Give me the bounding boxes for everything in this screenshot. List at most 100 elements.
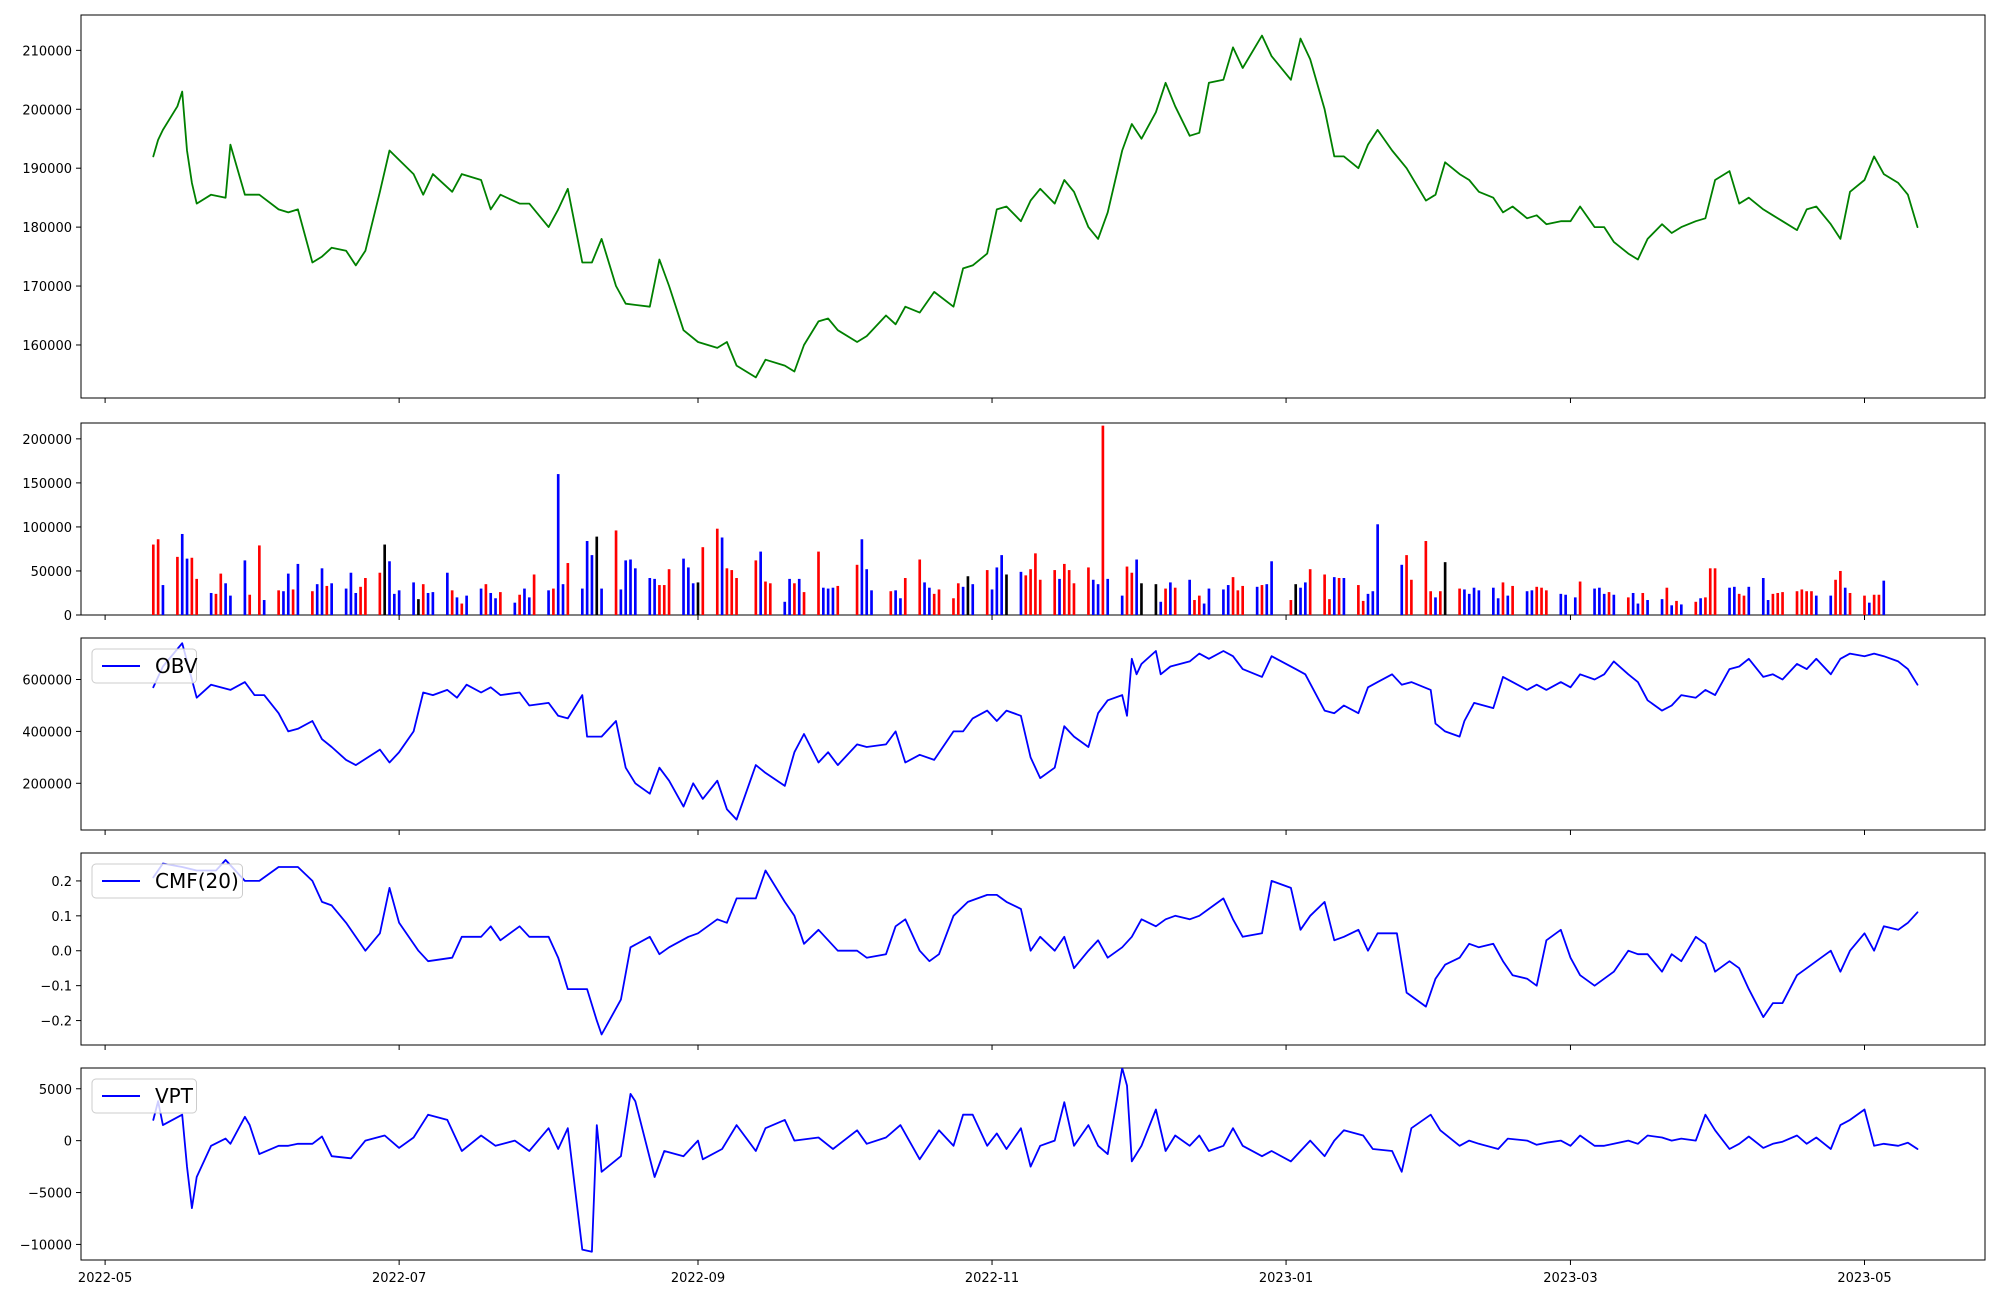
legend-box bbox=[91, 648, 197, 684]
volume-bar bbox=[1675, 600, 1678, 615]
volume-bar bbox=[1434, 597, 1437, 615]
volume-bar bbox=[446, 572, 449, 615]
volume-bar bbox=[1361, 600, 1365, 615]
volume-bar bbox=[229, 595, 232, 615]
volume-bar bbox=[465, 595, 468, 615]
volume-bar bbox=[821, 587, 825, 615]
vpt-line bbox=[152, 1068, 1919, 1253]
volume-ytick-label: 0 bbox=[64, 609, 72, 624]
volume-bar bbox=[1839, 570, 1842, 615]
volume-bar bbox=[1332, 577, 1336, 615]
obv-ytick-label: 400000 bbox=[22, 725, 72, 740]
volume-bar bbox=[349, 572, 353, 615]
volume-bar bbox=[1438, 591, 1442, 615]
volume-bar bbox=[899, 598, 902, 615]
volume-bar bbox=[311, 591, 314, 615]
volume-bar bbox=[691, 583, 695, 615]
volume-bar bbox=[431, 592, 435, 615]
volume-bar bbox=[1771, 593, 1775, 615]
volume-bar bbox=[1708, 568, 1712, 615]
price-ytick-label: 170000 bbox=[22, 280, 72, 295]
volume-bar bbox=[1197, 595, 1201, 615]
volume-bar bbox=[580, 588, 584, 615]
volume-bar bbox=[764, 581, 767, 615]
volume-bar bbox=[1366, 593, 1370, 615]
volume-bar bbox=[860, 539, 864, 615]
volume-bar bbox=[161, 585, 165, 615]
vpt-frame bbox=[80, 1067, 1986, 1261]
volume-bar bbox=[214, 593, 218, 615]
volume-bar bbox=[1087, 567, 1090, 615]
volume-bar bbox=[364, 578, 367, 615]
volume-bar bbox=[1072, 583, 1076, 615]
volume-bar bbox=[952, 598, 955, 615]
volume-bar bbox=[793, 583, 796, 615]
obv-line bbox=[152, 642, 1919, 821]
volume-bar bbox=[1376, 524, 1379, 615]
volume-bar bbox=[421, 584, 425, 615]
legend-label: OBV bbox=[155, 654, 198, 678]
volume-bar bbox=[855, 564, 859, 615]
volume-bar bbox=[754, 560, 758, 615]
volume-bar bbox=[1843, 587, 1847, 615]
volume-bar bbox=[1607, 592, 1611, 615]
volume-bar bbox=[1130, 572, 1134, 615]
volume-bar bbox=[1328, 599, 1331, 615]
volume-bar bbox=[282, 591, 285, 615]
volume-bar bbox=[1834, 579, 1837, 615]
price-ytick-label: 180000 bbox=[22, 221, 72, 236]
xtick-label: 2022-09 bbox=[671, 1271, 725, 1286]
volume-bar bbox=[1173, 587, 1177, 615]
volume-bar bbox=[484, 584, 488, 615]
price-ytick-label: 190000 bbox=[22, 162, 72, 177]
volume-bar bbox=[460, 603, 464, 615]
volume-bar bbox=[725, 568, 729, 615]
volume-bar bbox=[932, 593, 936, 615]
volume-bar bbox=[1631, 592, 1635, 615]
volume-bar bbox=[1733, 586, 1736, 615]
volume-bar bbox=[1159, 601, 1163, 615]
volume-bar bbox=[619, 589, 623, 615]
volume-bar bbox=[499, 592, 502, 615]
volume-bar bbox=[797, 578, 801, 615]
volume-bar bbox=[1308, 569, 1312, 615]
volume-bar bbox=[1289, 600, 1293, 615]
volume-bar bbox=[513, 602, 517, 615]
volume-bar bbox=[1236, 590, 1240, 615]
volume-bar bbox=[1742, 595, 1746, 615]
volume-bar bbox=[354, 592, 358, 615]
volume-bar bbox=[696, 582, 700, 615]
volume-bar bbox=[1704, 597, 1707, 615]
cmf-panel: −0.2 −0.1 0.0 0.1 0.2 CMF(20) bbox=[40, 852, 1986, 1050]
volume-bar bbox=[783, 601, 787, 615]
volume-bar bbox=[1800, 589, 1804, 615]
volume-bar bbox=[990, 589, 994, 615]
volume-bar bbox=[359, 586, 362, 615]
volume-bar bbox=[682, 558, 685, 615]
volume-bar bbox=[1829, 595, 1833, 615]
volume-bar bbox=[455, 597, 459, 615]
xtick-label: 2023-05 bbox=[1837, 1271, 1891, 1286]
volume-bar bbox=[1400, 564, 1404, 615]
volume-bar bbox=[1877, 594, 1881, 615]
volume-bar bbox=[1265, 584, 1269, 615]
volume-bar bbox=[219, 573, 223, 615]
volume-bar bbox=[180, 533, 184, 615]
volume-bar bbox=[392, 593, 396, 615]
volume-bar bbox=[1545, 590, 1548, 615]
volume-bar bbox=[985, 570, 989, 615]
volume-bar bbox=[1371, 591, 1375, 615]
cmf-ytick-label: 0.1 bbox=[51, 910, 72, 925]
volume-bar bbox=[836, 585, 840, 615]
volume-bar bbox=[1323, 574, 1326, 615]
volume-bar bbox=[277, 590, 280, 615]
volume-bar bbox=[768, 583, 772, 615]
volume-bar bbox=[1660, 599, 1664, 615]
volume-bar bbox=[653, 578, 656, 615]
volume-bar bbox=[325, 585, 329, 615]
volume-bar bbox=[1169, 582, 1172, 615]
volume-bar bbox=[1713, 568, 1717, 615]
volume-bar bbox=[1029, 569, 1032, 615]
volume-bar bbox=[1429, 591, 1432, 615]
